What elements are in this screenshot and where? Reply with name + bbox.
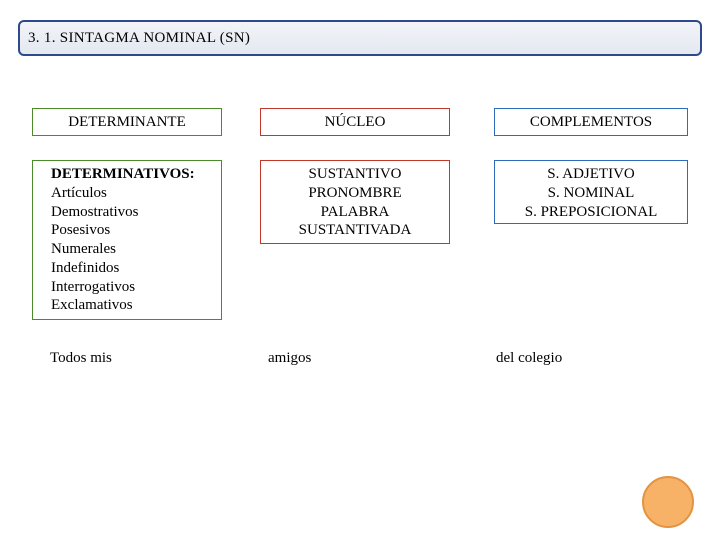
col-complementos-body: S. ADJETIVO S. NOMINAL S. PREPOSICIONAL	[494, 160, 688, 224]
nuc-item: PALABRA	[267, 203, 443, 222]
det-item: Numerales	[51, 240, 215, 259]
header-nucleo: NÚCLEO	[260, 108, 450, 136]
example-nucleo-text: amigos	[268, 350, 311, 366]
det-item: Posesivos	[51, 221, 215, 240]
example-complementos-text: del colegio	[496, 350, 562, 366]
det-item: Demostrativos	[51, 203, 215, 222]
title-text: 3. 1. SINTAGMA NOMINAL (SN)	[28, 30, 250, 47]
comp-item: S. ADJETIVO	[501, 165, 681, 184]
example-complementos: del colegio	[496, 350, 562, 367]
header-complementos: COMPLEMENTOS	[494, 108, 688, 136]
det-item: Indefinidos	[51, 259, 215, 278]
col-determinante-body: DETERMINATIVOS: Artículos Demostrativos …	[32, 160, 222, 320]
example-determinante-text: Todos mis	[50, 350, 112, 366]
det-item: Exclamativos	[51, 296, 215, 315]
title-bar: 3. 1. SINTAGMA NOMINAL (SN)	[18, 20, 702, 56]
determinativos-heading: DETERMINATIVOS:	[51, 165, 215, 184]
det-item: Artículos	[51, 184, 215, 203]
header-complementos-label: COMPLEMENTOS	[530, 113, 652, 132]
header-determinante-label: DETERMINANTE	[68, 113, 185, 132]
nuc-item: SUSTANTIVO	[267, 165, 443, 184]
nuc-item: SUSTANTIVADA	[267, 221, 443, 240]
col-nucleo-body: SUSTANTIVO PRONOMBRE PALABRA SUSTANTIVAD…	[260, 160, 450, 244]
corner-circle-icon	[642, 476, 694, 528]
example-nucleo: amigos	[268, 350, 311, 367]
nuc-item: PRONOMBRE	[267, 184, 443, 203]
header-nucleo-label: NÚCLEO	[325, 113, 386, 132]
det-item: Interrogativos	[51, 278, 215, 297]
example-determinante: Todos mis	[50, 350, 112, 367]
comp-item: S. PREPOSICIONAL	[501, 203, 681, 222]
comp-item: S. NOMINAL	[501, 184, 681, 203]
slide: 3. 1. SINTAGMA NOMINAL (SN) DETERMINANTE…	[0, 0, 720, 540]
header-determinante: DETERMINANTE	[32, 108, 222, 136]
